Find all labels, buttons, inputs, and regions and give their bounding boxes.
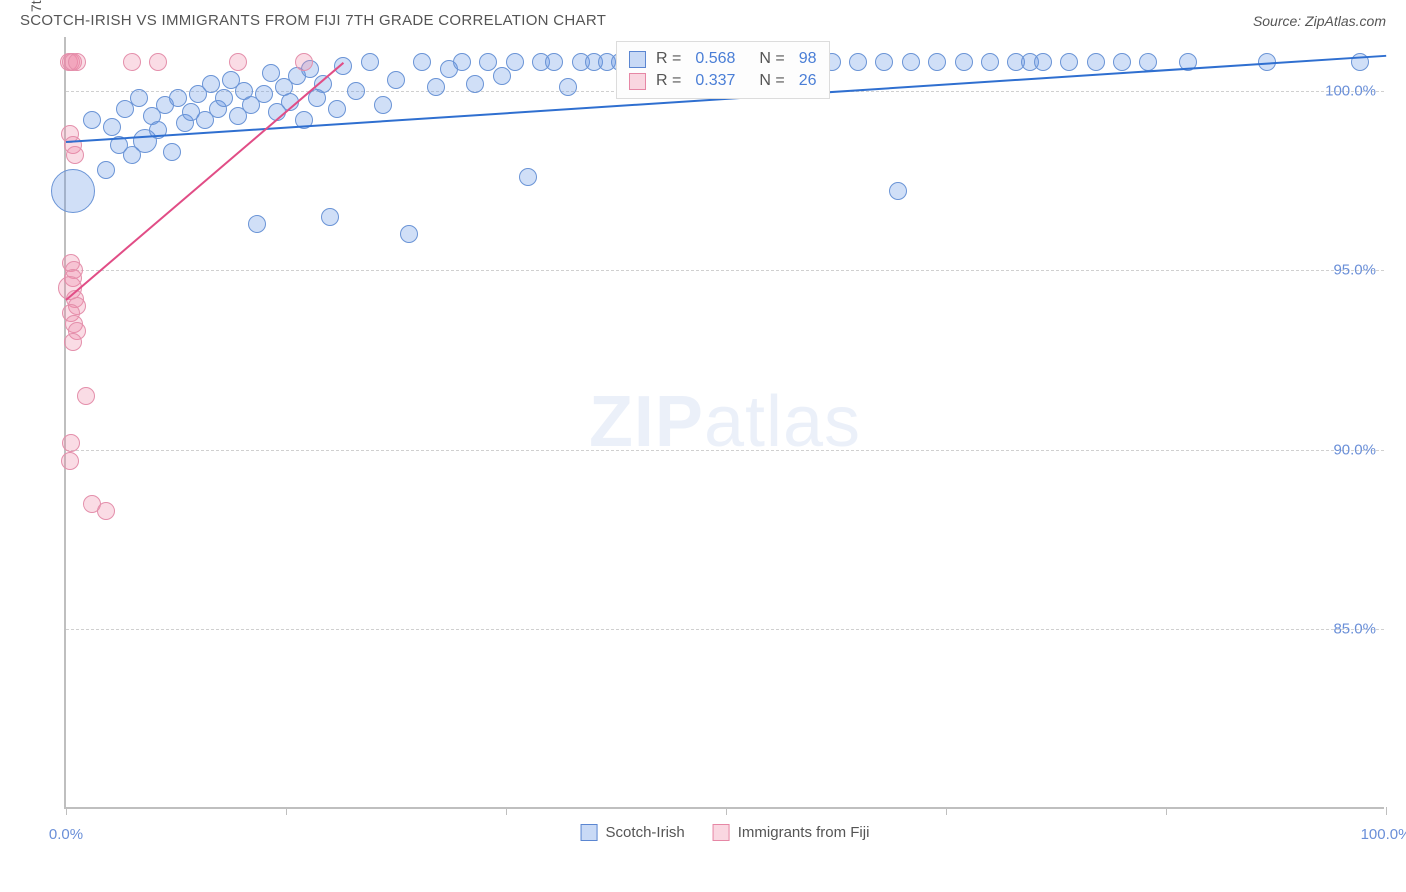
data-point[interactable]: [51, 169, 95, 213]
data-point[interactable]: [321, 208, 339, 226]
legend-swatch: [629, 73, 646, 90]
data-point[interactable]: [149, 53, 167, 71]
data-point[interactable]: [387, 71, 405, 89]
scatter-plot: ZIPatlas 85.0%90.0%95.0%100.0%0.0%100.0%…: [64, 37, 1384, 809]
series-legend: Scotch-Irish Immigrants from Fiji: [581, 824, 870, 841]
x-tick: [1386, 807, 1387, 815]
n-label: N =: [759, 50, 784, 68]
x-tick: [66, 807, 67, 815]
data-point[interactable]: [413, 53, 431, 71]
y-tick-label: 90.0%: [1333, 441, 1376, 458]
gridline: [66, 270, 1384, 271]
data-point[interactable]: [955, 53, 973, 71]
data-point[interactable]: [295, 53, 313, 71]
y-tick-label: 100.0%: [1325, 82, 1376, 99]
n-value: 26: [799, 72, 817, 90]
r-label: R =: [656, 50, 681, 68]
data-point[interactable]: [255, 85, 273, 103]
data-point[interactable]: [215, 89, 233, 107]
data-point[interactable]: [169, 89, 187, 107]
data-point[interactable]: [889, 182, 907, 200]
x-tick: [286, 807, 287, 815]
data-point[interactable]: [928, 53, 946, 71]
n-value: 98: [799, 50, 817, 68]
data-point[interactable]: [875, 53, 893, 71]
x-tick: [1166, 807, 1167, 815]
data-point[interactable]: [97, 502, 115, 520]
legend-row: R = 0.568 N = 98: [629, 48, 817, 70]
r-value: 0.337: [695, 72, 735, 90]
n-label: N =: [759, 72, 784, 90]
data-point[interactable]: [97, 161, 115, 179]
chart-title: SCOTCH-IRISH VS IMMIGRANTS FROM FIJI 7TH…: [20, 12, 606, 29]
data-point[interactable]: [374, 96, 392, 114]
data-point[interactable]: [981, 53, 999, 71]
legend-item[interactable]: Immigrants from Fiji: [713, 824, 870, 841]
data-point[interactable]: [453, 53, 471, 71]
data-point[interactable]: [347, 82, 365, 100]
data-point[interactable]: [1034, 53, 1052, 71]
data-point[interactable]: [361, 53, 379, 71]
gridline: [66, 450, 1384, 451]
legend-swatch: [581, 824, 598, 841]
data-point[interactable]: [163, 143, 181, 161]
legend-item[interactable]: Scotch-Irish: [581, 824, 685, 841]
x-tick: [946, 807, 947, 815]
data-point[interactable]: [849, 53, 867, 71]
data-point[interactable]: [66, 146, 84, 164]
data-point[interactable]: [1087, 53, 1105, 71]
legend-label: Scotch-Irish: [606, 824, 685, 841]
y-tick-label: 85.0%: [1333, 621, 1376, 638]
data-point[interactable]: [130, 89, 148, 107]
data-point[interactable]: [103, 118, 121, 136]
data-point[interactable]: [493, 67, 511, 85]
data-point[interactable]: [1139, 53, 1157, 71]
data-point[interactable]: [77, 387, 95, 405]
data-point[interactable]: [519, 168, 537, 186]
r-label: R =: [656, 72, 681, 90]
gridline: [66, 629, 1384, 630]
data-point[interactable]: [466, 75, 484, 93]
data-point[interactable]: [427, 78, 445, 96]
data-point[interactable]: [262, 64, 280, 82]
data-point[interactable]: [83, 111, 101, 129]
legend-swatch: [629, 51, 646, 68]
source-attribution: Source: ZipAtlas.com: [1253, 13, 1386, 29]
legend-swatch: [713, 824, 730, 841]
data-point[interactable]: [902, 53, 920, 71]
y-axis-label: 7th Grade: [28, 0, 44, 12]
data-point[interactable]: [248, 215, 266, 233]
x-tick: [506, 807, 507, 815]
data-point[interactable]: [62, 434, 80, 452]
x-tick: [726, 807, 727, 815]
data-point[interactable]: [559, 78, 577, 96]
x-tick-label: 100.0%: [1361, 826, 1406, 843]
data-point[interactable]: [202, 75, 220, 93]
data-point[interactable]: [1113, 53, 1131, 71]
r-value: 0.568: [695, 50, 735, 68]
data-point[interactable]: [400, 225, 418, 243]
correlation-legend: R = 0.568 N = 98 R = 0.337 N = 26: [616, 41, 830, 99]
data-point[interactable]: [506, 53, 524, 71]
data-point[interactable]: [1060, 53, 1078, 71]
x-tick-label: 0.0%: [49, 826, 83, 843]
data-point[interactable]: [479, 53, 497, 71]
data-point[interactable]: [68, 53, 86, 71]
data-point[interactable]: [229, 53, 247, 71]
legend-label: Immigrants from Fiji: [738, 824, 870, 841]
data-point[interactable]: [123, 53, 141, 71]
data-point[interactable]: [328, 100, 346, 118]
legend-row: R = 0.337 N = 26: [629, 70, 817, 92]
data-point[interactable]: [61, 452, 79, 470]
y-tick-label: 95.0%: [1333, 262, 1376, 279]
data-point[interactable]: [64, 333, 82, 351]
data-point[interactable]: [545, 53, 563, 71]
